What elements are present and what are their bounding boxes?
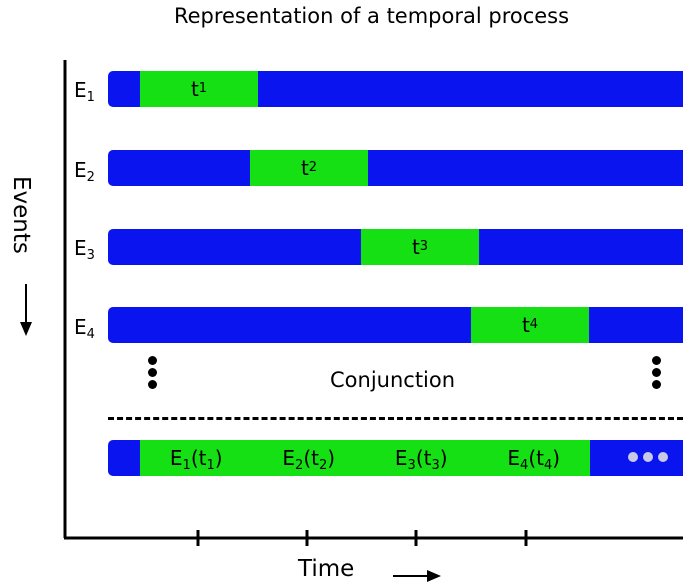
conjunction-term: E1(t1) bbox=[169, 446, 223, 473]
conjunction-term: E3(t3) bbox=[394, 446, 448, 473]
conjunction-term: E2(t2) bbox=[282, 446, 336, 473]
ellipsis-icon bbox=[628, 452, 668, 462]
vertical-ellipsis-icon bbox=[148, 356, 158, 392]
event-label: E1 bbox=[74, 78, 95, 105]
event-label: E2 bbox=[74, 158, 95, 185]
vertical-ellipsis-icon bbox=[652, 356, 662, 392]
x-axis-label: Time bbox=[298, 556, 355, 582]
event-label: E3 bbox=[74, 236, 95, 263]
conjunction-bar: E1(t1) E2(t2) E3(t3) E4(t4) bbox=[108, 440, 683, 476]
conjunction-label: Conjunction bbox=[330, 368, 456, 392]
down-arrow-icon bbox=[20, 284, 32, 336]
y-axis-label-text: Events bbox=[8, 176, 34, 254]
conjunction-segment: E1(t1) E2(t2) E3(t3) E4(t4) bbox=[140, 440, 590, 476]
diagram-title: Representation of a temporal process bbox=[173, 4, 570, 28]
separator-line bbox=[108, 417, 683, 420]
event-label: E4 bbox=[74, 315, 95, 342]
right-arrow-icon bbox=[393, 570, 441, 582]
y-axis-label: Events bbox=[4, 176, 46, 346]
conjunction-term: E4(t4) bbox=[507, 446, 561, 473]
